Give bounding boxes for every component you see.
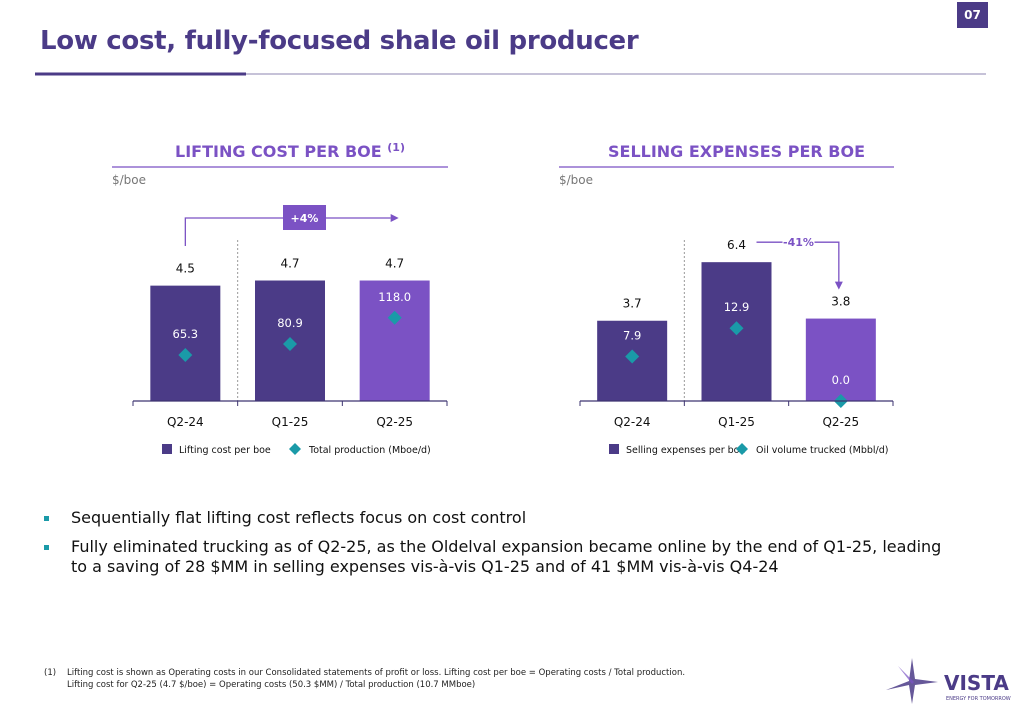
annotation-arrowhead (834, 281, 843, 290)
annotation-box (283, 205, 326, 230)
unit-label: $/boe (112, 173, 146, 187)
point-value-label: 118.0 (378, 290, 411, 304)
annotation-text: +4% (291, 212, 319, 225)
annotation-arrow (756, 241, 840, 283)
footnote-marker: (1) (44, 668, 57, 678)
x-tick-label: Q2-24 (167, 415, 204, 429)
x-tick-label: Q1-25 (272, 415, 309, 429)
legend-swatch (609, 444, 619, 454)
logo-text: VISTA (944, 671, 1009, 695)
chart-title-text: LIFTING COST PER BOE (175, 142, 382, 161)
bar-value-label: 4.7 (280, 257, 299, 271)
bar-value-label: 6.4 (727, 238, 746, 252)
bar (359, 280, 430, 401)
unit-label: $/boe (559, 173, 593, 187)
point-marker (729, 321, 744, 336)
x-tick-label: Q2-25 (376, 415, 413, 429)
point-value-label: 0.0 (832, 373, 850, 387)
point-marker (387, 310, 402, 325)
bar-value-label: 3.8 (831, 295, 850, 309)
bullet-text: Sequentially flat lifting cost reflects … (71, 508, 527, 527)
bar (150, 285, 221, 401)
x-tick-label: Q2-25 (822, 415, 859, 429)
annotation-arrowhead (390, 214, 399, 222)
slide-title: Low cost, fully-focused shale oil produc… (40, 26, 639, 56)
point-marker (625, 349, 640, 364)
chart-title-text: SELLING EXPENSES PER BOE (608, 142, 865, 161)
legend-label: Oil volume trucked (Mbbl/d) (756, 445, 888, 456)
logo-tagline: ENERGY FOR TOMORROW (946, 696, 1011, 702)
footnote-line: Lifting cost for Q2-25 (4.7 $/boe) = Ope… (67, 680, 476, 690)
point-value-label: 80.9 (277, 316, 303, 330)
point-marker (283, 336, 297, 351)
bar-value-label: 4.7 (385, 257, 404, 271)
legend-label: Total production (Mboe/d) (308, 445, 431, 456)
legend-label: Selling expenses per boe (626, 445, 745, 456)
chart-title: LIFTING COST PER BOE (1) (175, 141, 405, 161)
x-tick-label: Q1-25 (718, 415, 755, 429)
footnote-line: Lifting cost is shown as Operating costs… (67, 668, 686, 678)
legend-label: Lifting cost per boe (179, 445, 271, 456)
page-number: 07 (957, 2, 988, 28)
legend-swatch (162, 444, 172, 454)
logo (886, 658, 938, 704)
annotation-text: -41% (783, 236, 814, 249)
chart-title-note: (1) (387, 141, 405, 154)
chart-title: SELLING EXPENSES PER BOE (608, 142, 865, 161)
bar-value-label: 3.7 (623, 297, 642, 311)
point-value-label: 7.9 (623, 328, 641, 342)
bar (805, 318, 876, 401)
bullet-text: Fully eliminated trucking as of Q2-25, a… (71, 537, 942, 576)
bar-value-label: 4.5 (176, 262, 195, 276)
legend-marker (289, 443, 301, 455)
point-value-label: 65.3 (173, 327, 199, 341)
point-value-label: 12.9 (724, 300, 750, 314)
x-tick-label: Q2-24 (614, 415, 651, 429)
point-marker (178, 347, 193, 362)
legend-marker (736, 443, 748, 455)
